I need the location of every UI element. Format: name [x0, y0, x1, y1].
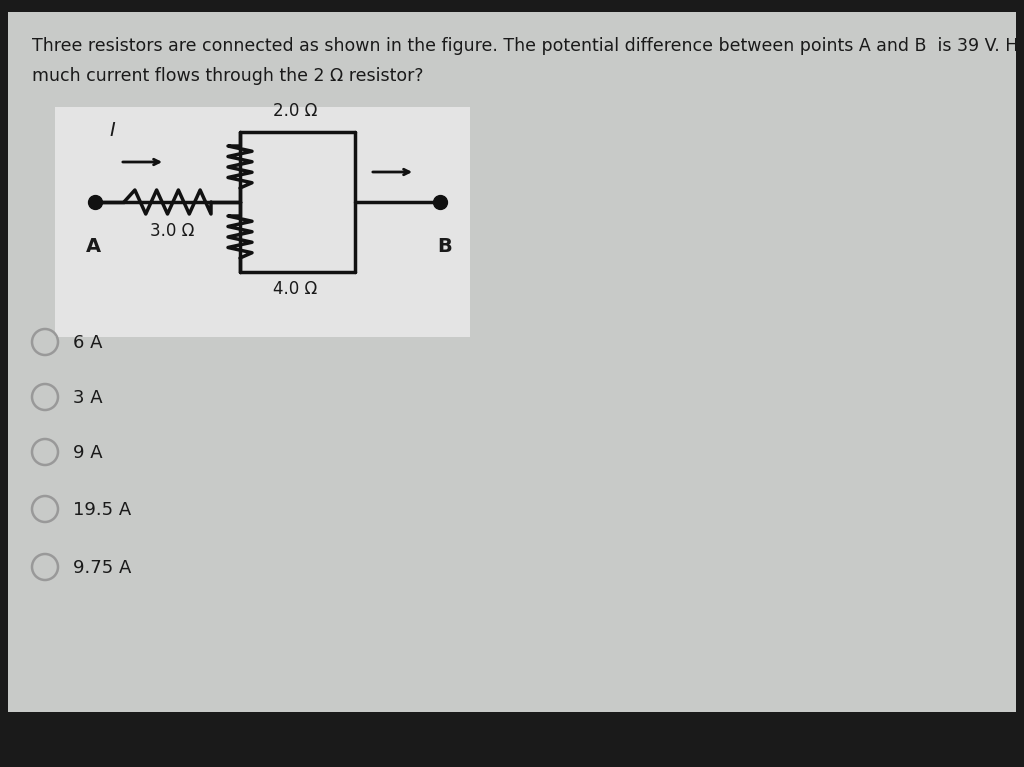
Bar	[0, 712, 1024, 767]
Text: 2.0 Ω: 2.0 Ω	[272, 102, 317, 120]
Text: much current flows through the 2 Ω resistor?: much current flows through the 2 Ω resis…	[32, 67, 424, 85]
Text: B: B	[437, 237, 453, 256]
Text: 3.0 Ω: 3.0 Ω	[151, 222, 195, 240]
Text: 9.75 A: 9.75 A	[73, 559, 131, 577]
Text: I: I	[110, 121, 115, 140]
Text: 4.0 Ω: 4.0 Ω	[272, 280, 317, 298]
Text: A: A	[85, 237, 100, 256]
Text: 3 A: 3 A	[73, 389, 102, 407]
Text: 19.5 A: 19.5 A	[73, 501, 131, 519]
Bar	[55, 107, 470, 337]
Text: 6 A: 6 A	[73, 334, 102, 352]
Text: 9 A: 9 A	[73, 444, 102, 462]
Text: Three resistors are connected as shown in the figure. The potential difference b: Three resistors are connected as shown i…	[32, 37, 1024, 55]
